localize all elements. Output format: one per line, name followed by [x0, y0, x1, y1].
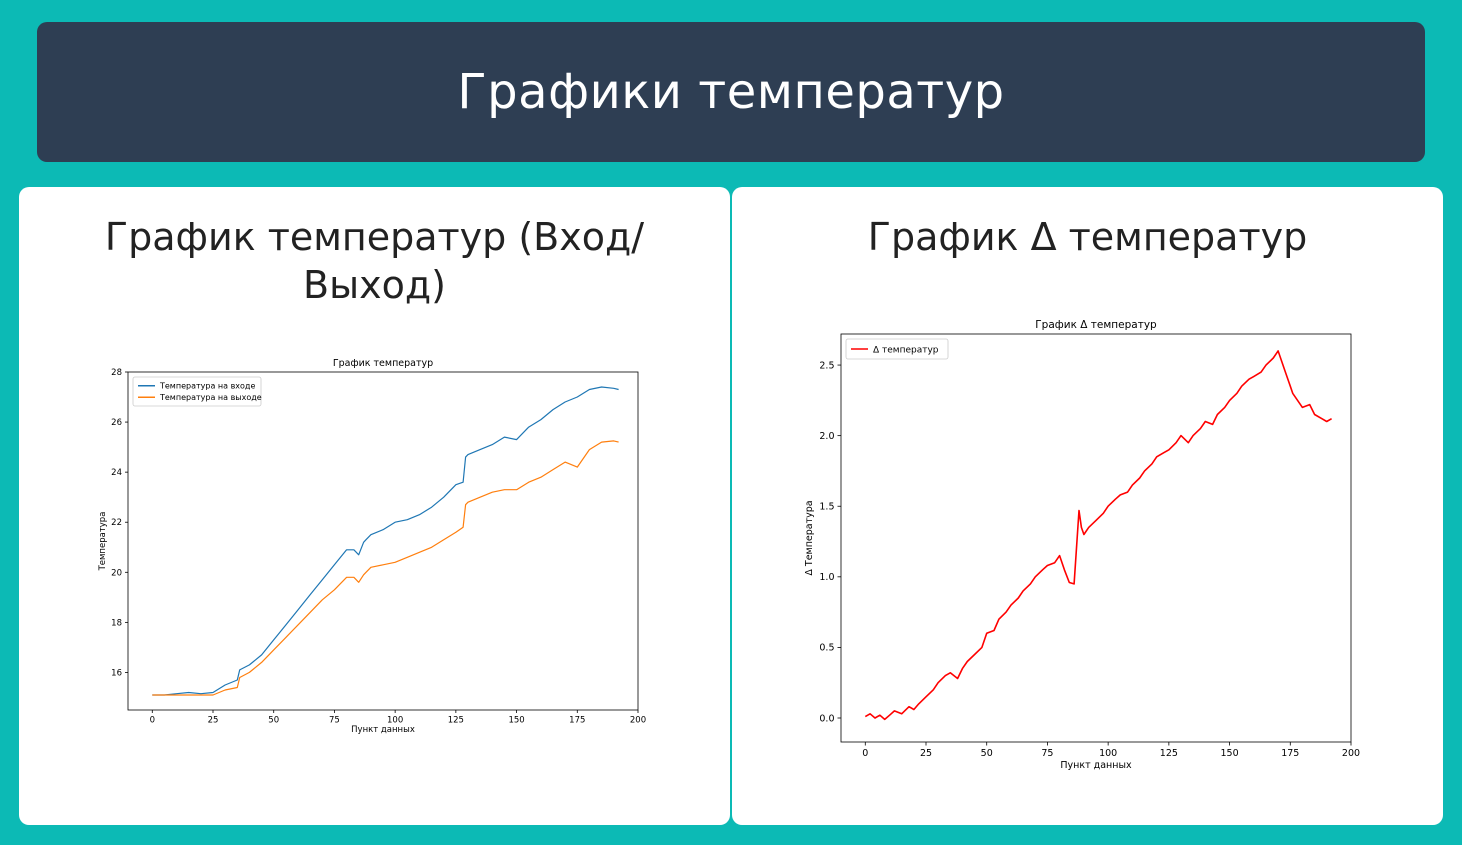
chart0-y-tick-label: 18 [111, 618, 122, 628]
chart1-title: График Δ температур [1035, 319, 1157, 331]
delta-temperature-chart: График Δ температур 0 25 50 75 100 125 150 175 20… [804, 319, 1360, 771]
chart1-x-axis-label: Пункт данных [1060, 760, 1132, 771]
page-header: Графики температур [37, 22, 1425, 162]
chart-card-temperatures: График температур (Вход/Выход) График те… [19, 187, 730, 825]
chart1-x-tick-label: 0 [862, 748, 868, 759]
chart1-y-tick-label: 1.0 [819, 572, 834, 583]
chart0-legend-label-0: Температура на входе [159, 382, 255, 391]
chart1-y-tick-label: 0.5 [819, 643, 834, 654]
chart1-y-tick-label: 0.0 [819, 713, 834, 724]
chart0-y-tick-label: 16 [111, 668, 122, 678]
chart0-x-tick-label: 50 [268, 716, 279, 726]
chart1-x-tick-label: 150 [1221, 748, 1239, 759]
chart1-x-tick-label: 100 [1099, 748, 1117, 759]
chart0-plot-frame [127, 371, 639, 711]
chart-card-delta: График Δ температур График Δ температур 0… [732, 187, 1443, 825]
chart1-x-tick-label: 175 [1281, 748, 1299, 759]
chart0-x-tick-label: 150 [508, 716, 524, 726]
chart0-x-tick-label: 0 [150, 716, 155, 726]
chart1-x-tick-label: 75 [1041, 748, 1053, 759]
chart1-x-tick-label: 125 [1160, 748, 1178, 759]
chart0-series-line-0 [152, 386, 619, 696]
temperature-chart: График температур 0 25 50 75 100 125 150 175 200 1… [98, 358, 646, 735]
chart0-y-tick-label: 20 [111, 568, 122, 578]
chart1-x-tick-label: 200 [1342, 748, 1360, 759]
chart1-x-tick-label: 25 [920, 748, 932, 759]
chart0-x-axis-label: Пункт данных [351, 725, 415, 735]
page-title: Графики температур [457, 64, 1005, 120]
chart1-y-tick-label: 2.5 [819, 360, 834, 371]
chart0-series-line-1 [152, 440, 619, 696]
chart1-legend-box [845, 338, 949, 360]
card-title-delta: График Δ температур [867, 215, 1308, 259]
chart0-title: График температур [333, 358, 433, 369]
chart1-plot-frame [840, 333, 1352, 743]
chart0-y-axis-label: Температура [98, 512, 108, 572]
chart0-y-tick-label: 24 [111, 468, 122, 478]
chart0-legend-box [132, 376, 262, 407]
chart0-y-tick-label: 22 [111, 518, 122, 528]
chart0-x-tick-label: 100 [387, 716, 403, 726]
chart1-series-line-0 [864, 350, 1332, 721]
chart0-x-tick-label: 25 [208, 716, 219, 726]
chart0-legend-label-1: Температура на выходе [159, 393, 262, 402]
chart0-x-tick-label: 75 [329, 716, 340, 726]
chart0-y-tick-label: 28 [111, 368, 122, 378]
chart1-y-tick-label: 1.5 [819, 502, 834, 513]
chart0-y-tick-label: 26 [111, 418, 122, 428]
chart1-x-tick-label: 50 [981, 748, 993, 759]
chart0-x-tick-label: 200 [630, 716, 646, 726]
chart0-x-tick-label: 175 [569, 716, 585, 726]
card-title-temperatures: График температур (Вход/Выход) [104, 215, 645, 307]
chart0-x-tick-label: 125 [448, 716, 464, 726]
chart1-y-tick-label: 2.0 [819, 431, 834, 442]
chart1-legend-label-0: Δ температур [873, 345, 939, 355]
chart1-y-axis-label: Δ Температура [804, 500, 815, 575]
